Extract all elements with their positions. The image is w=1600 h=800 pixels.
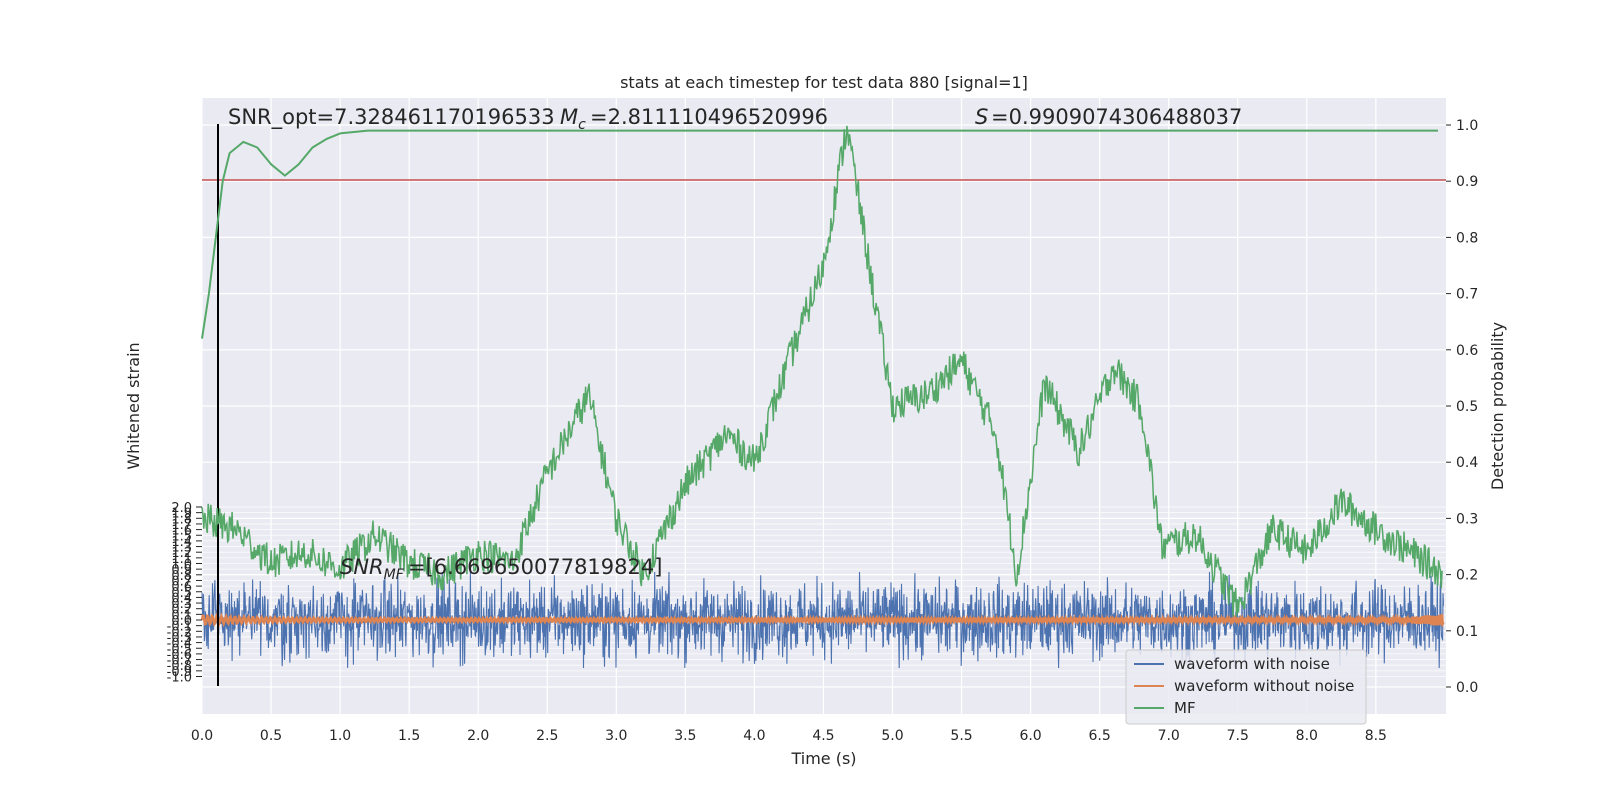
mc-symbol: Mc: [560, 105, 586, 133]
left-y-tick-label: -0.2: [167, 625, 192, 640]
chart-title: stats at each timestep for test data 880…: [620, 73, 1028, 92]
left-y-tick-label: -0.9: [167, 665, 192, 680]
x-tick-label: 1.0: [329, 728, 351, 744]
right-y-tick-label: 0.0: [1456, 680, 1478, 696]
series-waveform-without-noise: [200, 612, 1445, 628]
right-y-tick-label: 0.6: [1456, 343, 1478, 359]
left-y-axis-label: Whitened strain: [124, 342, 143, 469]
left-y-tick-label: 1.4: [171, 535, 192, 550]
left-y-tick-label: 1.1: [171, 552, 192, 567]
left-y-tick-label: -0.5: [167, 642, 192, 657]
right-y-tick-label: 1.0: [1456, 118, 1478, 134]
left-y-tick-label: -0.6: [167, 648, 192, 663]
waveform-without-noise-line: [200, 612, 1445, 628]
x-tick-label: 1.5: [398, 728, 420, 744]
right-y-tick-label: 0.7: [1456, 287, 1478, 303]
x-tick-label: 4.5: [812, 728, 834, 744]
horizontal-gridlines: [202, 124, 1446, 688]
right-y-tick-label: 0.5: [1456, 399, 1478, 415]
right-y-tick-label: 0.1: [1456, 624, 1478, 640]
x-tick-label: 4.0: [743, 728, 765, 744]
x-tick-label: 2.0: [467, 728, 489, 744]
snr-opt-annotation: SNR_opt=7.328461170196533: [228, 105, 555, 130]
left-y-tick-label: -0.7: [167, 654, 192, 669]
annotation-snr-mf: SNRMF =[6.669650077819824]: [340, 555, 662, 583]
mf-line: [201, 129, 1438, 339]
x-tick-label: 5.0: [881, 728, 903, 744]
x-tick-label: 0.5: [260, 728, 282, 744]
left-y-tick-label: 0.8: [171, 569, 192, 584]
left-y-tick-labels: 2.01.91.81.71.61.51.41.31.21.11.00.90.80…: [167, 501, 202, 686]
mc-annotation: =2.811110496520996: [590, 105, 828, 129]
x-tick-label: 6.0: [1019, 728, 1041, 744]
x-axis-label: Time (s): [790, 749, 856, 768]
series-detection-probability: [201, 125, 1443, 617]
x-tick-label: 8.0: [1296, 728, 1318, 744]
left-y-tick-label: -0.1: [167, 620, 192, 635]
left-y-tick-label: 0.7: [171, 574, 192, 589]
legend-label-mf: MF: [1174, 699, 1196, 717]
left-y-tick-label: 1.9: [171, 507, 192, 522]
right-y-tick-label: 0.2: [1456, 568, 1478, 584]
left-y-tick-label: 0.9: [171, 563, 192, 578]
legend-label-clean: waveform without noise: [1174, 677, 1354, 695]
series-mf: [201, 129, 1438, 339]
left-y-tick-label: 0.2: [171, 603, 192, 618]
left-y-tick-label: 0.3: [171, 597, 192, 612]
left-y-tick-label: 0.6: [171, 580, 192, 595]
right-y-tick-label: 0.9: [1456, 174, 1478, 190]
x-tick-labels: 0.0 0.5 1.0 1.5 2.0 2.5 3.0 3.5 4.0 4.5 5.0 5.5 6.0 6…: [191, 728, 1387, 744]
left-y-tick-label: -0.3: [167, 631, 192, 646]
detection-probability-line: [201, 125, 1443, 617]
left-y-tick-label: 1.6: [171, 524, 192, 539]
left-y-tick-label: 1.7: [171, 518, 192, 533]
snr-mf-symbol: SNRMF: [340, 555, 405, 583]
x-tick-label: 2.5: [536, 728, 558, 744]
right-y-tick-label: 0.3: [1456, 511, 1478, 527]
x-tick-label: 8.5: [1365, 728, 1387, 744]
s-annotation: =0.9909074306488037: [991, 105, 1242, 129]
x-tick-label: 0.0: [191, 728, 213, 744]
legend-box: [1125, 649, 1367, 725]
legend-label-noise: waveform with noise: [1174, 655, 1330, 673]
left-y-tick-label: 1.2: [171, 546, 192, 561]
s-symbol: S: [975, 105, 988, 129]
left-y-tick-label: -0.8: [167, 659, 192, 674]
snr-mf-annotation: =[6.669650077819824]: [408, 555, 662, 579]
legend: waveform with noise waveform without noi…: [1125, 649, 1367, 725]
left-y-tick-label: 2.0: [171, 501, 192, 516]
left-y-tick-label: 1.8: [171, 512, 192, 527]
x-tick-label: 3.0: [605, 728, 627, 744]
left-y-tick-label: 0.1: [171, 608, 192, 623]
left-y-tick-label: -1.0: [167, 671, 192, 686]
left-y-tick-label: -0.4: [167, 637, 192, 652]
right-y-tick-label: 0.4: [1456, 455, 1478, 471]
left-y-tick-label: 0.0: [171, 614, 192, 629]
x-tick-label: 7.5: [1227, 728, 1249, 744]
annotation-top: SNR_opt=7.328461170196533 Mc =2.81111049…: [228, 105, 1242, 133]
left-y-tick-label: 1.0: [171, 558, 192, 573]
right-y-tick-label: 0.8: [1456, 230, 1478, 246]
x-tick-label: 6.5: [1089, 728, 1111, 744]
left-y-tick-label: 1.3: [171, 541, 192, 556]
left-y-tick-label: 0.5: [171, 586, 192, 601]
left-y-tick-label: 0.4: [171, 591, 192, 606]
left-y-tick-label: 1.5: [171, 529, 192, 544]
x-tick-label: 7.0: [1158, 728, 1180, 744]
x-tick-label: 3.5: [674, 728, 696, 744]
x-tick-label: 5.5: [950, 728, 972, 744]
right-y-tick-labels: 0.0 0.1 0.2 0.3 0.4 0.5 0.6 0.7 0.8 0.9 1.0: [1446, 118, 1478, 696]
right-y-axis-label: Detection probability: [1488, 322, 1507, 490]
